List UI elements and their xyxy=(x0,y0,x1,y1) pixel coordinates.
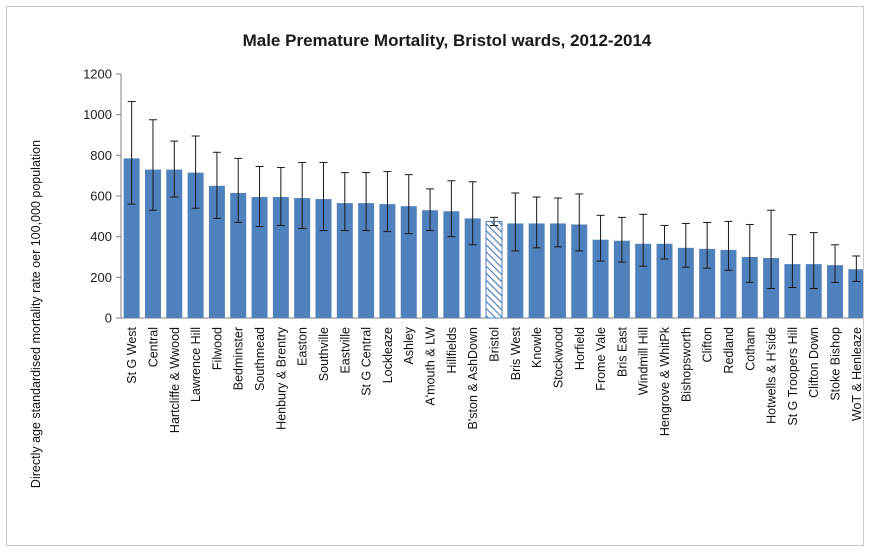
bar xyxy=(400,206,417,318)
bar-chart: Male Premature Mortality, Bristol wards,… xyxy=(29,31,863,488)
category-label: St G Central xyxy=(360,327,374,396)
category-label: Southville xyxy=(317,327,331,381)
category-label: Hotwells & H'side xyxy=(765,327,779,424)
bar xyxy=(166,169,183,318)
bar xyxy=(422,210,439,318)
bar xyxy=(528,223,545,318)
bar xyxy=(187,172,204,318)
category-label: Bris West xyxy=(509,326,523,380)
bar xyxy=(379,204,396,318)
bar xyxy=(123,158,140,318)
category-label: Hengrove & WhitPk xyxy=(658,326,672,436)
bar xyxy=(443,211,460,318)
bar xyxy=(720,249,737,318)
bar xyxy=(741,257,758,318)
y-tick-label: 0 xyxy=(105,311,112,326)
category-label: Ashley xyxy=(402,326,416,364)
bar xyxy=(358,203,375,318)
category-label: Central xyxy=(146,327,160,367)
bar xyxy=(208,185,225,318)
y-tick-label: 800 xyxy=(90,148,112,163)
category-label: Stoke Bishop xyxy=(829,327,843,401)
category-label: Lawrence Hill xyxy=(189,327,203,402)
category-label: Easton xyxy=(296,327,310,366)
bar xyxy=(827,265,844,318)
category-label: Redland xyxy=(722,327,736,374)
bar xyxy=(613,240,630,318)
category-label: WoT & Henleaze xyxy=(850,327,863,421)
bar xyxy=(848,269,863,318)
bar xyxy=(315,199,332,318)
bar xyxy=(805,264,822,318)
category-label: Clifton Down xyxy=(807,327,821,398)
category-label: Knowle xyxy=(530,327,544,368)
category-label: Eastville xyxy=(338,327,352,374)
y-tick-label: 600 xyxy=(90,189,112,204)
bar xyxy=(699,248,716,318)
bar xyxy=(144,169,161,318)
y-tick-label: 1000 xyxy=(83,107,112,122)
category-label: Henbury & Brentry xyxy=(274,326,288,430)
category-label: Hartcliffe & Wwood xyxy=(168,327,182,433)
category-label: Cotham xyxy=(743,327,757,371)
bar xyxy=(485,220,503,319)
plot-area: 0 200 400 600 800 1000 1200 St G West Central Har… xyxy=(83,67,863,436)
bar xyxy=(230,192,247,318)
chart-frame: Male Premature Mortality, Bristol wards,… xyxy=(6,6,864,546)
category-label: Southmead xyxy=(253,327,267,391)
y-tick-label: 200 xyxy=(90,270,112,285)
bar xyxy=(571,224,588,318)
category-label: Stockwood xyxy=(551,327,565,388)
category-label: Frome Vale xyxy=(594,327,608,391)
bar xyxy=(635,243,652,318)
category-label: Bishopsworth xyxy=(679,327,693,402)
category-label: Horfield xyxy=(573,327,587,370)
category-label: Filwood xyxy=(210,327,224,370)
bar xyxy=(272,197,289,318)
bar xyxy=(464,218,481,318)
bar xyxy=(784,264,801,318)
category-label: Hillfields xyxy=(445,327,459,374)
bar xyxy=(677,247,694,318)
bar xyxy=(294,198,311,318)
category-label: Bris East xyxy=(615,326,629,377)
bar xyxy=(336,203,353,318)
category-label: Lockleaze xyxy=(381,327,395,383)
category-label: Clifton xyxy=(701,327,715,362)
bar xyxy=(251,197,268,318)
category-label: Windmill Hill xyxy=(637,327,651,395)
bar xyxy=(592,239,609,318)
chart-title: Male Premature Mortality, Bristol wards,… xyxy=(243,31,652,50)
bar xyxy=(507,223,524,318)
y-tick-label: 1200 xyxy=(83,67,112,82)
category-label: St G West xyxy=(125,326,139,383)
category-label: A'mouth & LW xyxy=(424,327,438,406)
category-label: Bristol xyxy=(488,327,502,362)
category-label: St G Troopers Hill xyxy=(786,327,800,426)
y-axis-label: Directly age standardised mortality rate… xyxy=(29,140,43,488)
y-tick-label: 400 xyxy=(90,229,112,244)
bar xyxy=(656,243,673,318)
category-label: Bedminster xyxy=(232,327,246,390)
category-label: B'ston & AshDown xyxy=(466,327,480,429)
